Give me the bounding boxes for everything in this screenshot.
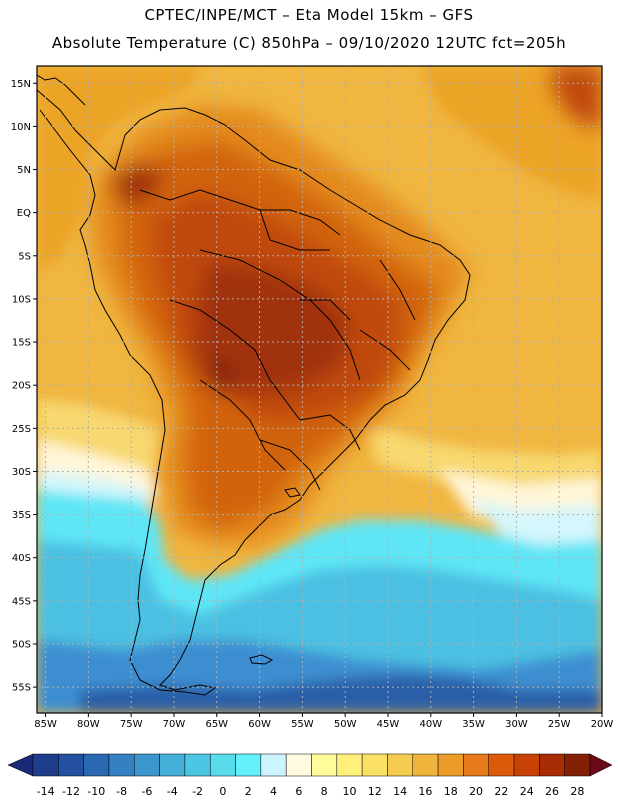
colorbar-swatch [564, 753, 591, 777]
colorbar-swatch [387, 753, 414, 777]
colorbar-label: -14 [37, 785, 55, 798]
latitude-tick-labels: 15N 10N 5N EQ 5S 10S 15S 20S 25S 30S 35S 40S 45S 50S 5… [11, 79, 37, 694]
colorbar-label: 24 [520, 785, 534, 798]
colorbar-swatch [412, 753, 439, 777]
longitude-label: 50W [334, 719, 357, 730]
colorbar-swatch [184, 753, 211, 777]
field-red-orange-ne [550, 66, 602, 130]
latitude-label: 10N [11, 122, 31, 133]
colorbar-label: 22 [494, 785, 508, 798]
colorbar-label: 6 [295, 785, 302, 798]
chart-title-line-1: CPTEC/INPE/MCT – Eta Model 15km – GFS [144, 6, 474, 24]
latitude-label: EQ [17, 208, 31, 219]
longitude-label: 75W [120, 719, 143, 730]
colorbar-swatch [336, 753, 363, 777]
colorbar-swatch [513, 753, 540, 777]
colorbar-label: -8 [116, 785, 127, 798]
longitude-label: 35W [462, 719, 485, 730]
longitude-tick-labels: 85W 80W 75W 70W 65W 60W 55W 50W 45W 40W 35W 30W 25W 2… [34, 713, 613, 730]
colorbar-label: -4 [167, 785, 178, 798]
field-dark-brown-spot [210, 360, 232, 395]
longitude-label: 65W [205, 719, 228, 730]
colorbar-label: -2 [192, 785, 203, 798]
longitude-label: 30W [505, 719, 528, 730]
colorbar-label: 16 [418, 785, 432, 798]
colorbar-swatch [83, 753, 110, 777]
colorbar-label: 0 [219, 785, 226, 798]
colorbar-swatch [260, 753, 287, 777]
colorbar-swatch [134, 753, 160, 777]
temperature-field [37, 66, 602, 713]
latitude-label: 15S [12, 338, 31, 349]
colorbar-label: 8 [321, 785, 328, 798]
latitude-label: 30S [12, 467, 31, 478]
colorbar-label: 20 [469, 785, 483, 798]
colorbar-label: -6 [141, 785, 152, 798]
colorbar-label: 18 [444, 785, 458, 798]
latitude-label: 15N [11, 79, 31, 90]
longitude-label: 70W [163, 719, 186, 730]
colorbar-swatch [285, 753, 312, 777]
latitude-label: 45S [12, 596, 31, 607]
longitude-label: 20W [591, 719, 614, 730]
latitude-label: 50S [12, 639, 31, 650]
colorbar-label: 26 [545, 785, 559, 798]
longitude-label: 85W [34, 719, 57, 730]
colorbar-swatch [311, 753, 338, 777]
colorbar-swatch [108, 753, 135, 777]
colorbar-label: 28 [570, 785, 584, 798]
colorbar-swatch [488, 753, 515, 777]
colorbar-high-arrow [589, 753, 613, 777]
colorbar-swatch [437, 753, 464, 777]
longitude-label: 40W [419, 719, 442, 730]
latitude-label: 20S [12, 381, 31, 392]
colorbar-label: -10 [87, 785, 105, 798]
colorbar-swatch [235, 753, 262, 777]
colorbar-label: -12 [62, 785, 80, 798]
colorbar: -14 -12 -10 -8 -6 -4 -2 0 2 4 6 8 10 12 14 16 18 20 22 24 26… [7, 753, 613, 798]
longitude-label: 45W [377, 719, 400, 730]
map-frame [36, 65, 603, 714]
colorbar-label: 12 [368, 785, 382, 798]
field-cold-deep [80, 675, 602, 713]
lat-lon-grid [37, 66, 603, 713]
colorbar-swatch [32, 753, 59, 777]
field-orange-gold-ocean [37, 66, 602, 270]
colorbar-low-arrow [7, 753, 34, 777]
longitude-label: 60W [248, 719, 271, 730]
latitude-label: 40S [12, 553, 31, 564]
latitude-label: 5N [17, 165, 31, 176]
colorbar-swatch [361, 753, 388, 777]
colorbar-swatch [58, 753, 84, 777]
latitude-label: 5S [18, 251, 31, 262]
latitude-label: 25S [12, 424, 31, 435]
longitude-label: 80W [77, 719, 100, 730]
colorbar-label: 2 [245, 785, 252, 798]
longitude-label: 55W [291, 719, 314, 730]
colorbar-swatch [463, 753, 489, 777]
uruguay-lake [284, 487, 301, 498]
colorbar-label: 14 [393, 785, 407, 798]
colorbar-swatch [539, 753, 565, 777]
colorbar-swatch [209, 753, 236, 777]
chart-title-line-2: Absolute Temperature (C) 850hPa – 09/10/… [51, 34, 567, 52]
central-america-coast [37, 74, 86, 106]
country-borders [139, 189, 416, 491]
latitude-label: 10S [12, 294, 31, 305]
colorbar-label: 10 [342, 785, 356, 798]
longitude-label: 25W [548, 719, 571, 730]
latitude-label: 35S [12, 510, 31, 521]
south-america-coastline [37, 89, 471, 696]
colorbar-label: 4 [270, 785, 277, 798]
latitude-label: 55S [12, 683, 31, 694]
field-brown-core [195, 260, 350, 395]
falkland-islands [249, 654, 274, 665]
coastlines-and-borders [37, 74, 471, 696]
colorbar-swatch [159, 753, 186, 777]
